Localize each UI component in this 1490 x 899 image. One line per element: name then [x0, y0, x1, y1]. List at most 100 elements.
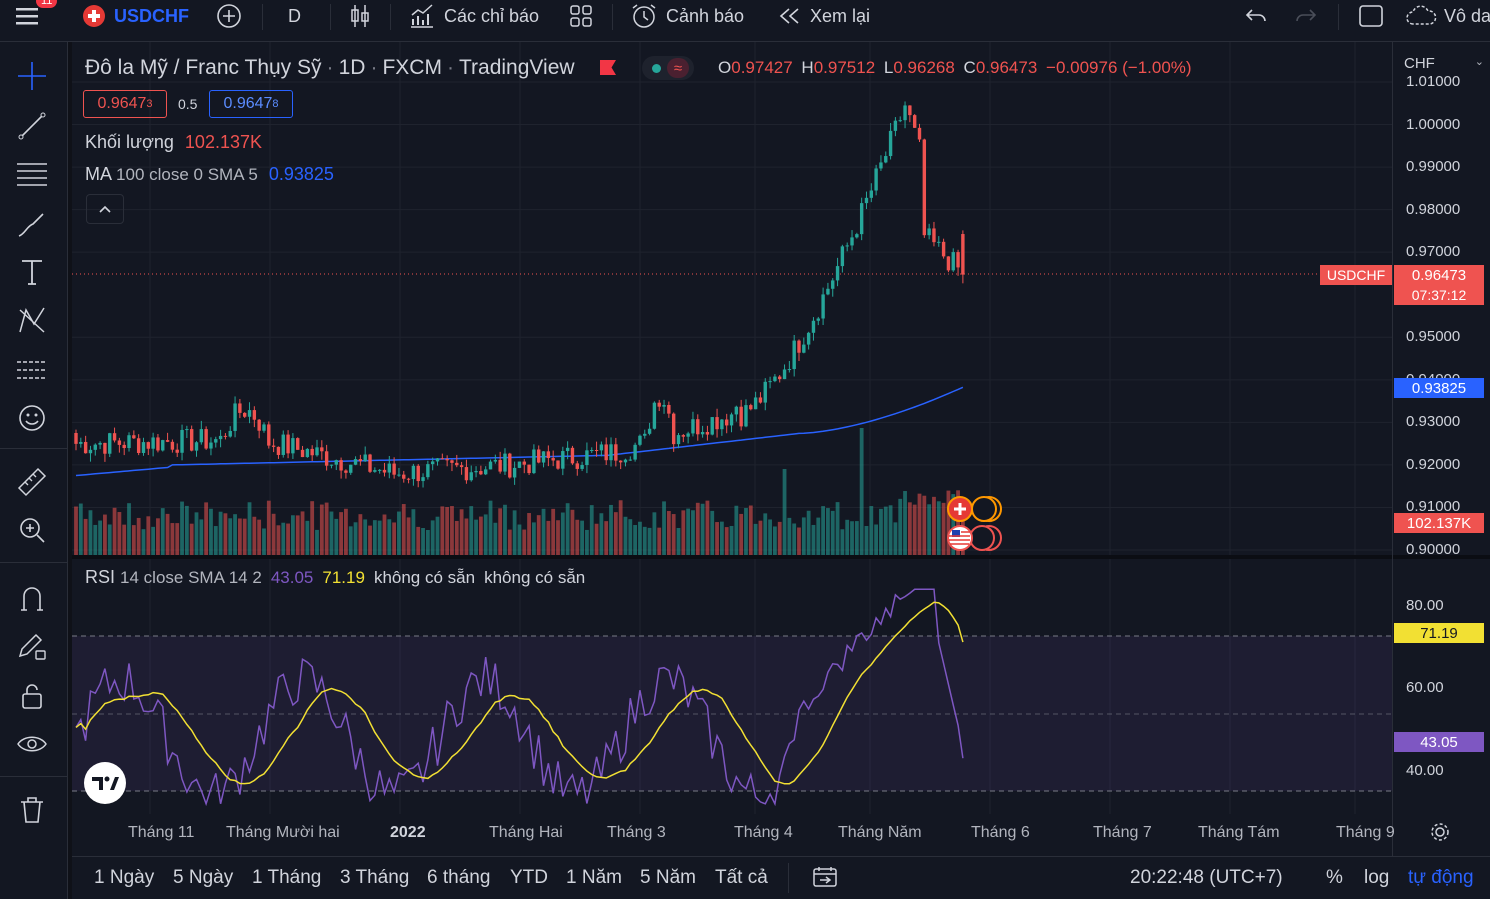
- open-label: O: [718, 58, 732, 77]
- volume-bar: [623, 516, 628, 555]
- rsi-tag: 43.05: [1394, 732, 1484, 752]
- interval-button[interactable]: D: [288, 5, 301, 26]
- templates-button[interactable]: [568, 0, 594, 32]
- candle-body: [797, 340, 801, 353]
- ruler-tool[interactable]: [14, 464, 50, 500]
- pattern-tool[interactable]: [14, 302, 50, 338]
- fullscreen-button[interactable]: [1358, 0, 1384, 32]
- legend-interval: 1D: [338, 56, 366, 79]
- candle-body: [151, 437, 155, 449]
- undo-button[interactable]: [1244, 0, 1268, 32]
- menu-button[interactable]: 11: [8, 0, 58, 32]
- market-status[interactable]: ≈: [642, 56, 694, 80]
- percent-toggle[interactable]: %: [1326, 867, 1343, 888]
- chart-settings-button[interactable]: [1428, 820, 1452, 849]
- time-label: Tháng 7: [1093, 824, 1152, 841]
- candle-body: [257, 419, 261, 431]
- timezone-clock[interactable]: 20:22:48 (UTC+7): [1130, 867, 1283, 888]
- trash-icon: [21, 797, 43, 823]
- candle-body: [941, 241, 946, 257]
- flag-marker-icon[interactable]: [600, 60, 616, 75]
- volume-bar: [382, 514, 387, 555]
- us-event-icon[interactable]: [947, 525, 973, 551]
- volume-bar: [850, 521, 854, 555]
- zoom-tool[interactable]: [14, 512, 50, 548]
- layout-button[interactable]: Vô da: [1404, 0, 1490, 32]
- sell-button[interactable]: 0.9647 3: [83, 90, 167, 118]
- horizontal-lines-tool[interactable]: [14, 156, 50, 192]
- range-5y[interactable]: 5 Năm: [640, 867, 696, 888]
- candle-body: [725, 419, 729, 426]
- redo-icon: [1296, 9, 1317, 22]
- volume-bar: [691, 510, 695, 555]
- rsi-label: RSI: [85, 567, 116, 587]
- hide-tool[interactable]: [14, 726, 50, 762]
- alerts-button[interactable]: Cảnh báo: [630, 0, 744, 32]
- candle-body: [594, 449, 599, 451]
- volume-bar: [425, 529, 430, 555]
- range-6m[interactable]: 6 tháng: [427, 867, 491, 888]
- lock-all-tool[interactable]: [14, 678, 50, 714]
- event-markers[interactable]: [947, 496, 1002, 551]
- buy-button[interactable]: 0.9647 8: [209, 90, 293, 118]
- replay-button[interactable]: Xem lại: [778, 0, 870, 32]
- icons-tool[interactable]: [14, 400, 50, 436]
- candle-body: [903, 105, 907, 121]
- buy-price: 0.9647: [223, 95, 273, 112]
- symbol-legend[interactable]: Đô la Mỹ / Franc Thụy Sỹ · 1D · FXCM · T…: [85, 56, 575, 79]
- prediction-tool[interactable]: [14, 352, 50, 388]
- symbol-search-button[interactable]: USDCHF: [82, 0, 189, 32]
- candle-body: [373, 470, 377, 472]
- go-to-date-button[interactable]: [812, 865, 838, 895]
- ma-legend[interactable]: MA 100 close 0 SMA 5 0.93825: [85, 164, 334, 185]
- volume-bar: [435, 516, 440, 555]
- magnet-tool[interactable]: [14, 580, 50, 616]
- candle-body: [479, 471, 483, 475]
- range-1d[interactable]: 1 Ngày: [94, 867, 155, 888]
- log-toggle[interactable]: log: [1364, 867, 1390, 888]
- auto-scale-toggle[interactable]: tự động: [1408, 867, 1474, 888]
- candle-body: [565, 447, 570, 452]
- volume-bar: [358, 514, 363, 555]
- range-all[interactable]: Tất cả: [715, 867, 768, 888]
- candle-body: [739, 406, 743, 427]
- volume-bar: [498, 508, 503, 555]
- lock-drawing-tool[interactable]: [14, 628, 50, 664]
- indicators-button[interactable]: Các chỉ báo: [408, 0, 539, 32]
- candle-body: [806, 332, 811, 345]
- candle-body: [315, 447, 319, 456]
- volume-bar: [912, 504, 917, 555]
- brush-tool[interactable]: [14, 206, 50, 242]
- candle-body: [300, 449, 305, 458]
- compare-symbol-button[interactable]: [216, 0, 242, 32]
- range-1y[interactable]: 1 Năm: [566, 867, 622, 888]
- eye-icon: [17, 736, 47, 752]
- currency-selector[interactable]: CHF ⌄: [1404, 55, 1484, 72]
- range-3m[interactable]: 3 Tháng: [340, 867, 410, 888]
- collapse-legend-button[interactable]: [86, 194, 124, 224]
- candle-body: [618, 460, 623, 463]
- candle-body: [416, 465, 420, 482]
- range-5d[interactable]: 5 Ngày: [173, 867, 234, 888]
- volume-bar: [112, 507, 117, 555]
- range-1m[interactable]: 1 Tháng: [252, 867, 322, 888]
- redo-button[interactable]: [1294, 0, 1318, 32]
- rsi-legend[interactable]: RSI 14 close SMA 14 2 43.05 71.19 không …: [85, 567, 585, 588]
- trend-line-tool[interactable]: [14, 108, 50, 144]
- text-tool[interactable]: [14, 254, 50, 290]
- volume-legend[interactable]: Khối lượng 102.137K: [85, 132, 262, 153]
- volume-bar: [758, 520, 763, 555]
- chart-type-button[interactable]: [348, 0, 372, 32]
- crosshair-tool[interactable]: [14, 58, 50, 94]
- rsi-value: 43.05: [270, 568, 314, 587]
- indicators-label: Các chỉ báo: [444, 5, 540, 26]
- price-tick: 0.91000: [1406, 498, 1461, 516]
- candle-body: [551, 458, 555, 461]
- volume-bar: [512, 510, 517, 555]
- candle-body: [349, 464, 353, 473]
- chart-canvas[interactable]: [72, 42, 1490, 856]
- remove-drawings-tool[interactable]: [14, 792, 50, 828]
- volume-bar: [642, 526, 647, 555]
- range-ytd[interactable]: YTD: [510, 867, 548, 888]
- candle-body: [937, 241, 941, 243]
